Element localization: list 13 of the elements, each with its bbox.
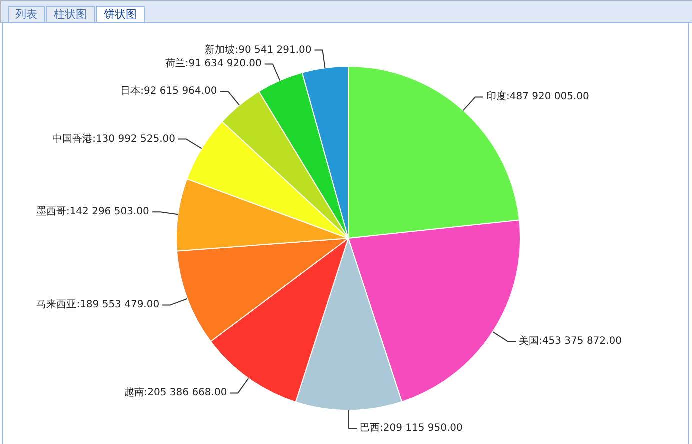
slice-label: 新加坡:90 541 291.00 [205,44,312,56]
slice-label: 马来西亚:189 553 479.00 [36,298,160,311]
slice-label: 中国香港:130 992 525.00 [52,132,176,145]
slice-label: 墨西哥:142 296 503.00 [36,206,150,218]
text: 柱状图 [54,8,87,21]
slice-label: 越南:205 386 668.00 [124,386,228,399]
text: 列表 [16,8,38,21]
slice-label: 巴西:209 115 950.00 [360,423,463,434]
slice-label: 日本:92 615 964.00 [120,84,218,97]
slice-label: 荷兰:91 634 920.00 [165,58,262,70]
text: 饼状图 [103,8,137,21]
slice-label: 美国:453 375 872.00 [519,335,622,348]
slice-label: 印度:487 920 005.00 [486,90,590,103]
